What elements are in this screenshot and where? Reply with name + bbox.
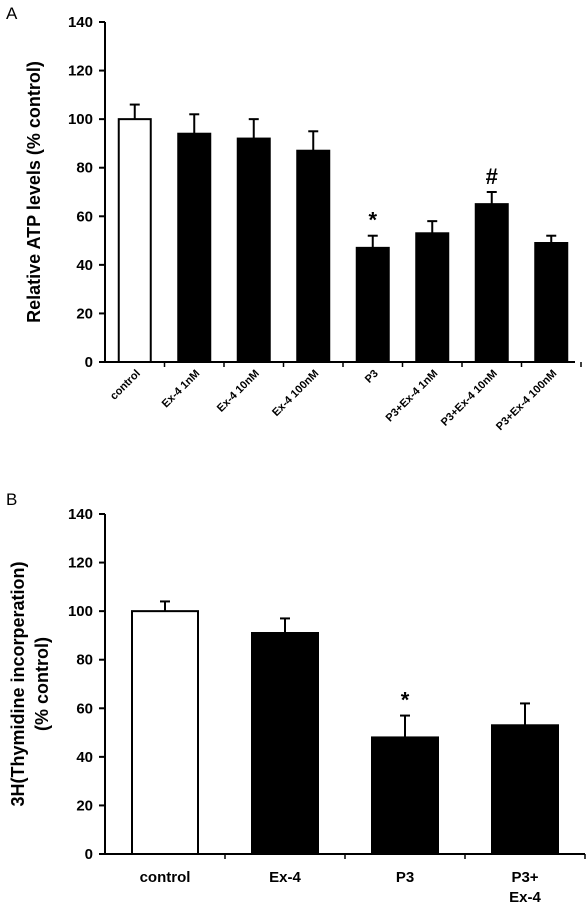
- significance-marker: *: [368, 208, 377, 233]
- x-tick-label: P3: [396, 869, 414, 886]
- y-axis-title-line: 3H(Thymidine incorperation): [8, 561, 28, 806]
- bar: [177, 132, 212, 363]
- y-tick-label: 40: [76, 749, 93, 766]
- bar: [534, 242, 569, 363]
- x-tick-label: P3+Ex-4 100nM: [494, 368, 559, 433]
- y-tick-label: 20: [76, 797, 93, 814]
- y-axis-title: 3H(Thymidine incorperation) (% control): [8, 561, 52, 806]
- y-tick-label: 100: [68, 603, 93, 620]
- x-tick-label-line: Ex-4: [509, 889, 541, 906]
- x-tick-label: P3+Ex-4 1nM: [384, 368, 441, 425]
- bar: [296, 149, 331, 363]
- y-tick-label: 0: [85, 354, 93, 371]
- x-tick-label: P3+Ex-4 10nM: [439, 368, 500, 429]
- x-tick-label: Ex-4: [269, 869, 301, 886]
- y-tick-label: 140: [68, 14, 93, 31]
- bar: [131, 610, 199, 856]
- significance-marker: #: [486, 164, 498, 189]
- y-tick-label: 60: [76, 208, 93, 225]
- panel-label: A: [6, 4, 18, 23]
- x-tick-label-line: control: [140, 869, 191, 886]
- panel-label: B: [6, 490, 17, 509]
- x-tick-label-line: P3+: [511, 869, 538, 886]
- significance-marker: *: [401, 688, 410, 713]
- bar: [371, 736, 439, 856]
- bar: [117, 118, 152, 364]
- x-tick-label: control: [108, 368, 143, 403]
- x-tick-label-line: P3: [396, 869, 414, 886]
- y-tick-label: 20: [76, 305, 93, 322]
- y-tick-label: 140: [68, 506, 93, 523]
- chart-panel-B: B 0 20 40 60 80 100 120 140 3H(Thymidine incorper…: [6, 490, 586, 906]
- bar: [415, 232, 450, 363]
- y-axis-title: Relative ATP levels (% control): [24, 61, 44, 323]
- bar: [474, 203, 509, 363]
- bar: [491, 724, 559, 855]
- y-tick-label: 0: [85, 846, 93, 863]
- y-tick-label: 100: [68, 111, 93, 128]
- y-tick-label: 120: [68, 555, 93, 572]
- x-tick-label: control: [140, 869, 191, 886]
- chart-panel-A: A 0 20 40 60 80 100 120 140 Relative ATP levels (…: [6, 4, 582, 433]
- x-tick-label: P3+ Ex-4: [509, 869, 541, 906]
- bar: [236, 137, 271, 363]
- x-tick-label: Ex-4 100nM: [270, 368, 321, 419]
- y-tick-label: 120: [68, 63, 93, 80]
- x-tick-label: Ex-4 10nM: [215, 368, 262, 415]
- y-axis-title-line: (% control): [32, 637, 52, 731]
- x-tick-label-line: Ex-4: [269, 869, 301, 886]
- y-tick-label: 60: [76, 700, 93, 717]
- y-tick-label: 80: [76, 652, 93, 669]
- bar: [355, 246, 390, 364]
- y-tick-label: 80: [76, 160, 93, 177]
- y-tick-label: 40: [76, 257, 93, 274]
- x-tick-label: Ex-4 1nM: [160, 368, 203, 411]
- bar: [251, 632, 319, 855]
- x-tick-label: P3: [363, 368, 381, 386]
